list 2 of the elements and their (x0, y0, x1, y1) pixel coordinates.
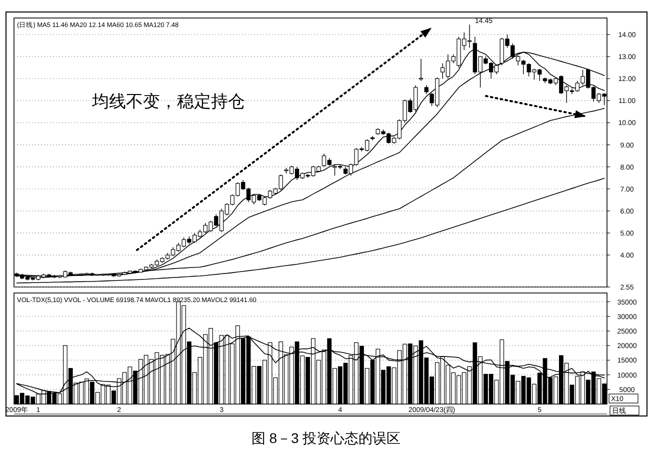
caption: 图 8－3 投资心态的误区 (251, 430, 401, 446)
annotation: 均线不变，稳定持仓 (91, 92, 245, 111)
